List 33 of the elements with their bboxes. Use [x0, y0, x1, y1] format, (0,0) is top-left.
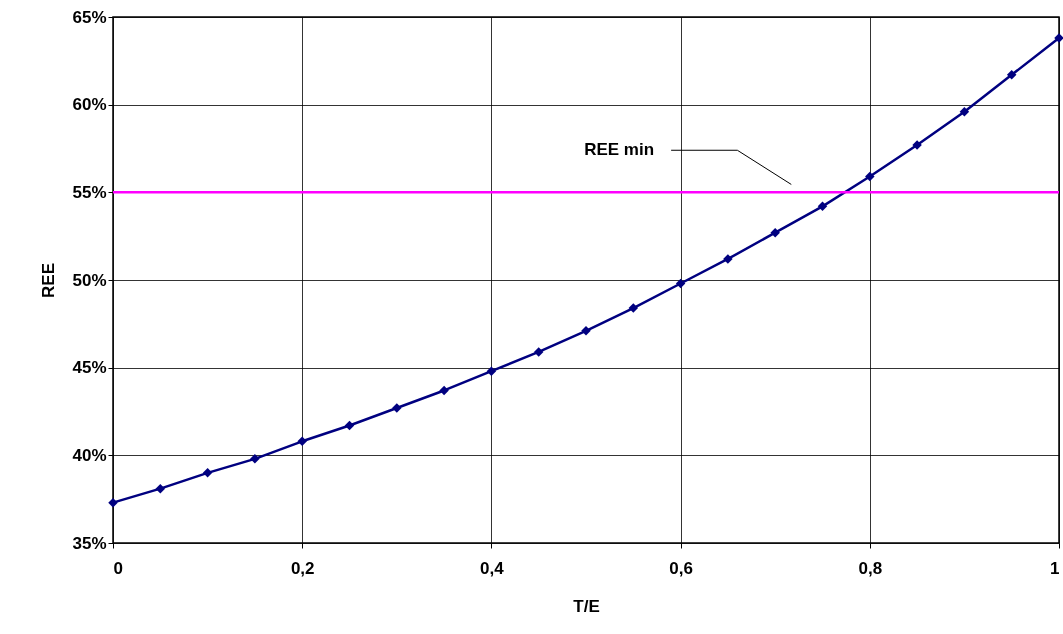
- y-tick-label: 35%: [72, 533, 107, 553]
- point: [1054, 33, 1063, 43]
- point: [486, 366, 497, 376]
- y-tick-label: 45%: [72, 358, 107, 378]
- point: [202, 468, 213, 478]
- point: [297, 436, 307, 447]
- point: [108, 497, 118, 508]
- x-axis-title: T/E: [573, 596, 600, 616]
- point: [865, 171, 875, 182]
- point: [675, 278, 686, 289]
- point: [250, 454, 260, 464]
- x-tick-label: 0,2: [290, 558, 315, 578]
- x-tick-label: 0,8: [858, 558, 883, 578]
- point: [1006, 70, 1017, 80]
- point: [344, 420, 355, 431]
- y-tick-label: 50%: [72, 270, 107, 290]
- point: [770, 227, 780, 238]
- x-tick-label: 0: [113, 558, 123, 578]
- y-tick-label: 40%: [72, 445, 107, 465]
- y-tick-label: 65%: [72, 7, 107, 27]
- point: [533, 347, 544, 357]
- point: [628, 303, 639, 313]
- point: [817, 201, 828, 212]
- x-tick-label: 0,6: [669, 558, 693, 578]
- point: [959, 106, 970, 117]
- y-axis-title: REE: [39, 263, 59, 298]
- point: [439, 385, 449, 396]
- ref-line-label: REE min: [584, 140, 655, 160]
- x-tick-label: 0,4: [480, 558, 505, 578]
- y-tick-label: 60%: [72, 95, 107, 115]
- point: [155, 483, 166, 494]
- x-tick-label: 1: [1050, 558, 1060, 578]
- y-tick-label: 55%: [72, 182, 107, 202]
